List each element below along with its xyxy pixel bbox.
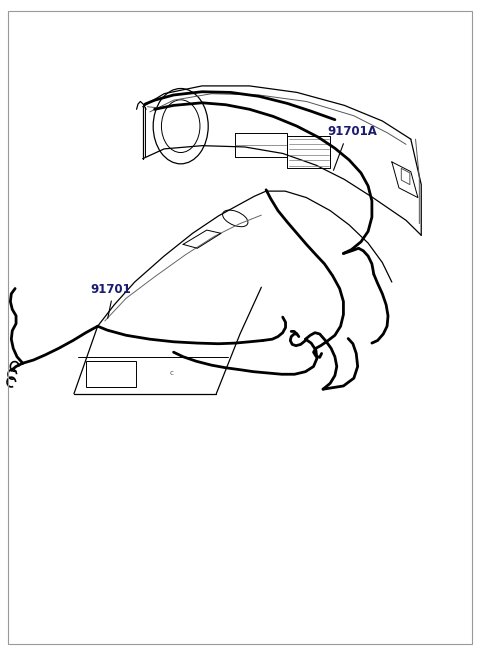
Text: 91701: 91701 [91,284,132,296]
Text: c: c [169,370,173,376]
Text: 91701A: 91701A [328,125,378,138]
Bar [86,362,136,387]
